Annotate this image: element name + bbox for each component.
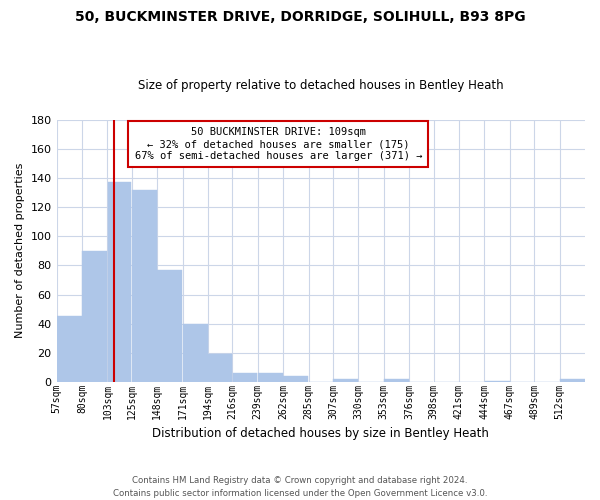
Bar [107,182,131,382]
Bar [57,316,82,382]
Bar [157,270,182,382]
Text: Contains HM Land Registry data © Crown copyright and database right 2024.
Contai: Contains HM Land Registry data © Crown c… [113,476,487,498]
X-axis label: Distribution of detached houses by size in Bentley Heath: Distribution of detached houses by size … [152,427,489,440]
Bar [132,190,157,382]
Y-axis label: Number of detached properties: Number of detached properties [15,163,25,338]
Bar [233,374,257,382]
Bar [208,354,232,382]
Bar [258,374,283,382]
Text: 50, BUCKMINSTER DRIVE, DORRIDGE, SOLIHULL, B93 8PG: 50, BUCKMINSTER DRIVE, DORRIDGE, SOLIHUL… [74,10,526,24]
Bar [485,380,509,382]
Bar [333,379,358,382]
Title: Size of property relative to detached houses in Bentley Heath: Size of property relative to detached ho… [138,79,503,92]
Bar [384,379,409,382]
Bar [283,376,308,382]
Bar [82,251,107,382]
Bar [183,324,208,382]
Bar [560,379,585,382]
Text: 50 BUCKMINSTER DRIVE: 109sqm
← 32% of detached houses are smaller (175)
67% of s: 50 BUCKMINSTER DRIVE: 109sqm ← 32% of de… [135,128,422,160]
